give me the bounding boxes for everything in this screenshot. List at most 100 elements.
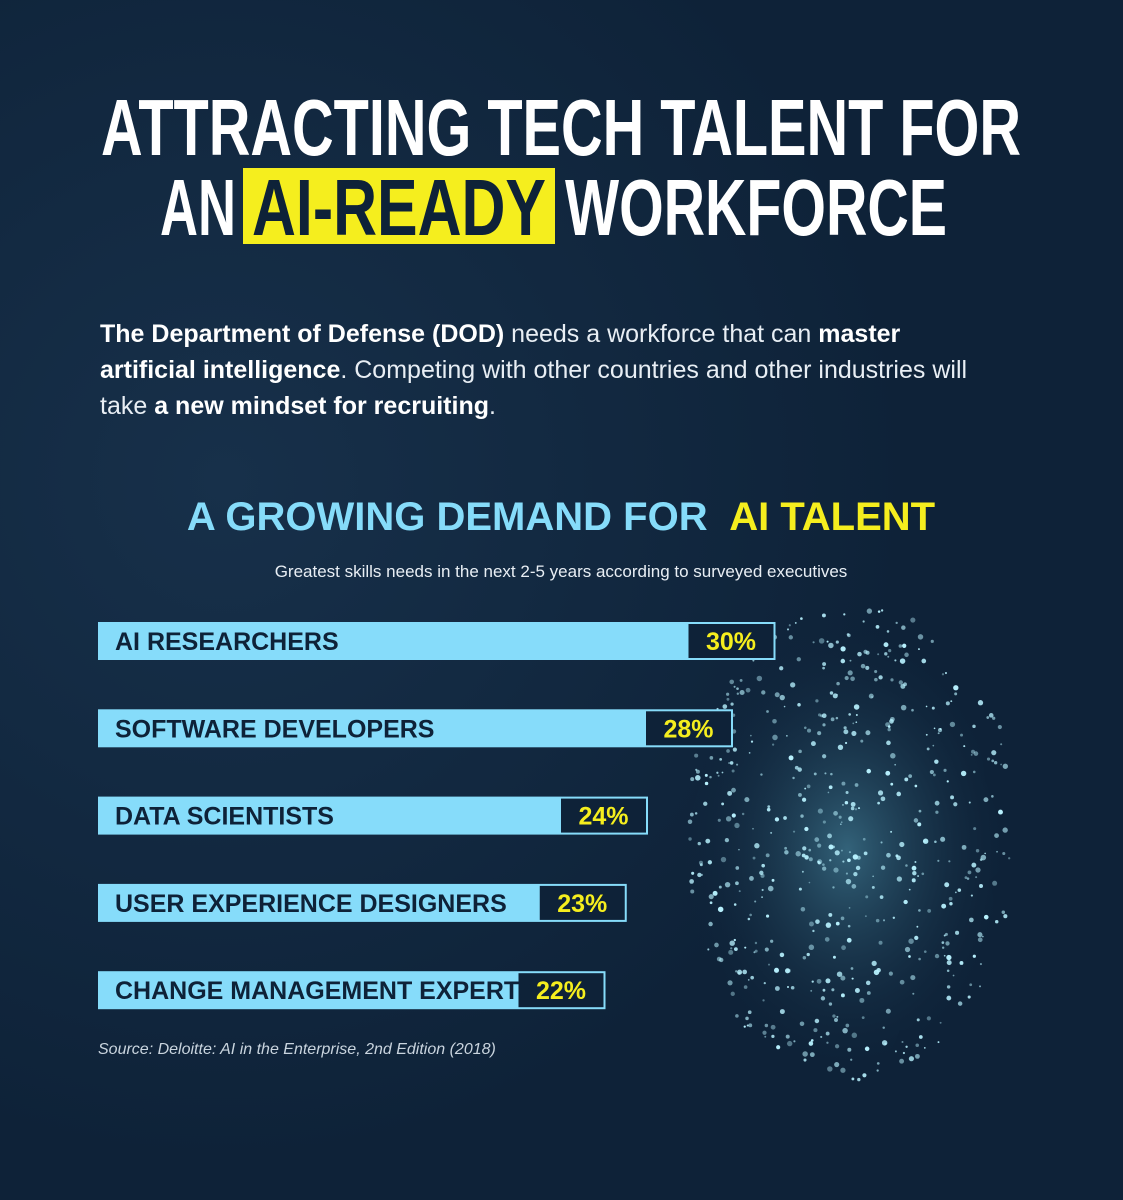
- face-dot: [752, 856, 756, 860]
- face-dot: [829, 691, 834, 695]
- face-dot: [817, 808, 823, 814]
- face-dot: [704, 781, 709, 786]
- face-dot: [918, 809, 922, 813]
- chart-title: A GROWING DEMAND FOR AI TALENT: [187, 495, 935, 539]
- face-dot: [877, 790, 884, 796]
- face-dot: [768, 963, 771, 966]
- face-dot: [944, 672, 948, 675]
- face-dot: [983, 914, 989, 920]
- face-dot: [836, 971, 843, 977]
- face-dot: [764, 947, 769, 952]
- face-dot: [784, 846, 788, 850]
- face-dot: [811, 980, 814, 983]
- face-dot: [840, 849, 843, 852]
- face-dot: [864, 915, 867, 918]
- face-dot: [707, 948, 710, 951]
- face-dot: [709, 775, 712, 779]
- category-label: USER EXPERIENCE DESIGNERS: [115, 890, 507, 918]
- face-dot: [895, 854, 899, 858]
- face-dot: [815, 919, 820, 924]
- face-dot: [967, 995, 971, 999]
- face-dot: [772, 734, 778, 741]
- face-dot: [786, 1040, 793, 1047]
- face-dot: [957, 1001, 963, 1006]
- face-dot: [779, 666, 784, 671]
- face-dot: [834, 1061, 840, 1068]
- face-dot: [917, 822, 922, 827]
- face-dot: [818, 638, 825, 644]
- face-dot: [750, 740, 754, 743]
- face-dot: [850, 676, 855, 682]
- face-dot: [847, 633, 851, 638]
- face-dot: [937, 732, 940, 735]
- face-dot: [917, 634, 924, 640]
- face-dot: [963, 745, 966, 748]
- face-dot: [770, 1024, 776, 1030]
- face-dot: [695, 775, 701, 781]
- face-dot: [766, 807, 771, 812]
- face-dot: [796, 657, 801, 662]
- face-dot: [908, 1056, 915, 1062]
- face-dot: [709, 756, 714, 760]
- face-dot: [808, 881, 811, 884]
- face-dot: [854, 783, 859, 787]
- face-dot: [827, 791, 830, 794]
- face-dot: [934, 953, 940, 959]
- face-dot: [749, 913, 752, 917]
- face-dot: [825, 978, 831, 984]
- face-dot: [838, 815, 842, 819]
- face-dot: [798, 749, 802, 754]
- face-dot: [822, 820, 826, 824]
- face-dot: [925, 733, 928, 736]
- face-dot: [930, 639, 934, 643]
- face-dot: [798, 887, 802, 891]
- face-dot: [735, 1014, 739, 1018]
- face-dot: [828, 912, 833, 917]
- face-dot: [724, 838, 730, 843]
- face-dot: [749, 875, 754, 881]
- face-dot: [882, 1026, 885, 1029]
- face-dot: [817, 843, 822, 848]
- face-dot: [876, 968, 881, 973]
- face-dot: [876, 1069, 879, 1072]
- face-dot: [842, 804, 844, 806]
- face-dot: [845, 872, 848, 875]
- value-label: 24%: [578, 803, 628, 831]
- face-dot: [977, 932, 983, 938]
- face-dot: [750, 734, 752, 737]
- value-box: [539, 885, 625, 920]
- face-dot: [898, 680, 903, 685]
- face-dot: [812, 641, 815, 644]
- face-dot: [828, 844, 834, 850]
- face-dot: [745, 687, 751, 693]
- face-dot: [871, 696, 874, 698]
- face-dot: [799, 1021, 805, 1027]
- face-dot: [991, 750, 997, 756]
- face-dot: [852, 854, 859, 860]
- face-dot: [986, 716, 990, 719]
- face-dot: [894, 763, 897, 766]
- face-dot: [937, 859, 940, 862]
- face-dot: [690, 889, 695, 894]
- face-dot: [804, 826, 809, 832]
- face-dot: [827, 833, 832, 839]
- face-dot: [808, 921, 814, 927]
- face-dot: [948, 896, 953, 901]
- face-dot: [827, 1066, 833, 1072]
- face-dot: [921, 658, 927, 664]
- face-dot: [981, 935, 984, 938]
- face-dot: [816, 978, 822, 984]
- face-dot: [889, 716, 895, 722]
- face-dot: [783, 816, 787, 820]
- face-dot: [824, 772, 827, 775]
- face-dot: [725, 816, 732, 822]
- face-dot: [946, 954, 952, 961]
- face-dot: [841, 781, 846, 786]
- face-dot: [720, 856, 727, 863]
- face-dot: [776, 1045, 781, 1050]
- face-dot: [968, 917, 974, 923]
- face-dot: [820, 996, 826, 1001]
- face-dot: [759, 870, 764, 876]
- face-dot: [941, 903, 947, 909]
